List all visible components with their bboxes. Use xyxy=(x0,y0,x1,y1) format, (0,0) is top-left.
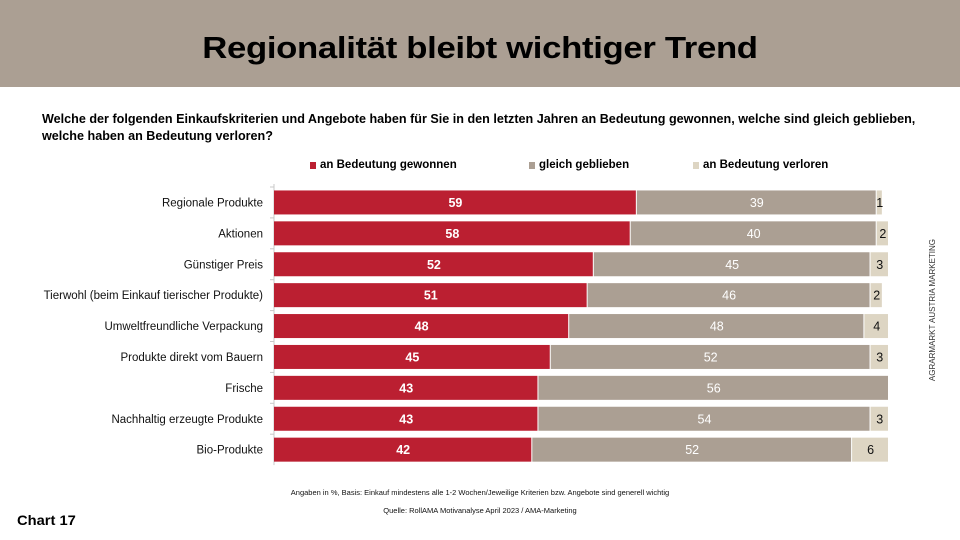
side-label: AGRARMARKT AUSTRIA MARKETING xyxy=(928,238,937,382)
bar-gained xyxy=(274,406,538,431)
bar-same xyxy=(593,252,870,277)
data-label-lost: 1 xyxy=(876,196,883,210)
data-label-same: 46 xyxy=(722,289,736,303)
bar-lost xyxy=(852,437,888,462)
data-label-same: 52 xyxy=(685,443,699,457)
data-label-gained: 59 xyxy=(448,196,462,210)
category-label: Regionale Produkte xyxy=(162,197,263,209)
category-label: Nachhaltig erzeugte Produkte xyxy=(111,414,263,426)
bar-same xyxy=(636,190,876,215)
legend-item-same: gleich geblieben xyxy=(529,159,629,171)
data-label-lost: 4 xyxy=(873,320,880,334)
data-label-gained: 45 xyxy=(405,350,419,364)
legend-swatch-lost xyxy=(693,161,699,169)
data-label-lost: 2 xyxy=(873,289,880,303)
legend-label-same: gleich geblieben xyxy=(539,159,630,171)
category-label: Umweltfreundliche Verpackung xyxy=(104,321,263,333)
data-label-same: 39 xyxy=(750,196,764,210)
bar-same xyxy=(550,344,870,369)
footnote-source: Quelle: RollAMA Motivanalyse April 2023 … xyxy=(383,506,577,515)
chart-number: Chart 17 xyxy=(17,512,76,528)
data-label-lost: 3 xyxy=(876,412,883,426)
data-label-gained: 48 xyxy=(415,320,429,334)
bar-gained xyxy=(274,437,532,462)
bar-same xyxy=(538,406,870,431)
survey-question: Welche der folgenden Einkaufskriterien u… xyxy=(42,112,916,143)
bar-gained xyxy=(274,344,550,369)
data-label-same: 52 xyxy=(704,350,718,364)
data-label-lost: 2 xyxy=(879,227,886,241)
legend-swatch-same xyxy=(529,161,535,169)
bar-gained xyxy=(274,221,630,246)
legend-item-gained: an Bedeutung gewonnen xyxy=(310,159,457,171)
bar-same xyxy=(538,375,888,400)
data-label-gained: 58 xyxy=(445,227,459,241)
legend-item-lost: an Bedeutung verloren xyxy=(693,159,828,171)
bar-same xyxy=(569,314,864,339)
bar-same xyxy=(587,283,870,308)
bar-same xyxy=(532,437,852,462)
header-bar xyxy=(0,0,960,87)
category-label: Günstiger Preis xyxy=(184,259,264,271)
data-label-gained: 42 xyxy=(396,443,410,457)
bar-gained xyxy=(274,252,593,277)
data-label-same: 54 xyxy=(698,412,712,426)
bar-lost xyxy=(870,283,882,308)
bar-gained xyxy=(274,190,636,215)
category-label: Frische xyxy=(225,383,263,395)
data-label-lost: 3 xyxy=(876,258,883,272)
chart-legend: an Bedeutung gewonnen gleich geblieben a… xyxy=(0,159,960,175)
category-label: Produkte direkt vom Bauern xyxy=(120,352,263,364)
legend-swatch-gained xyxy=(310,161,316,169)
bar-same xyxy=(630,221,876,246)
data-label-gained: 43 xyxy=(399,412,413,426)
legend-label-lost: an Bedeutung verloren xyxy=(703,159,829,171)
data-label-same: 45 xyxy=(725,258,739,272)
bar-gained xyxy=(274,314,569,339)
bar-lost xyxy=(870,406,888,431)
data-label-gained: 43 xyxy=(399,381,413,395)
data-label-same: 56 xyxy=(707,381,721,395)
data-label-same: 48 xyxy=(710,320,724,334)
footnote-basis: Angaben in %, Basis: Einkauf mindestens … xyxy=(290,488,670,497)
bar-gained xyxy=(274,375,538,400)
data-label-gained: 52 xyxy=(427,258,441,272)
bar-lost xyxy=(870,252,888,277)
page-title: Regionalität bleibt wichtiger Trend xyxy=(202,30,758,65)
data-label-lost: 6 xyxy=(867,443,874,457)
legend-label-gained: an Bedeutung gewonnen xyxy=(320,159,457,171)
bar-lost xyxy=(870,344,888,369)
category-label: Tierwohl (beim Einkauf tierischer Produk… xyxy=(44,290,264,302)
data-label-lost: 3 xyxy=(876,350,883,364)
bar-lost xyxy=(876,221,888,246)
category-label: Bio-Produkte xyxy=(197,445,263,457)
data-label-gained: 51 xyxy=(424,289,438,303)
bar-gained xyxy=(274,283,587,308)
category-label: Aktionen xyxy=(218,228,263,240)
bar-lost xyxy=(876,190,882,215)
data-label-same: 40 xyxy=(747,227,761,241)
bar-lost xyxy=(864,314,888,339)
